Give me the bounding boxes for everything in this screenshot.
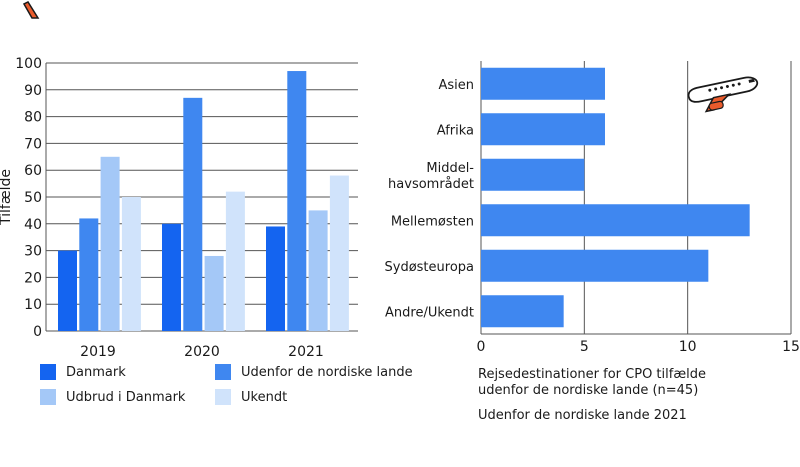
- y-tick-label: 80: [24, 110, 42, 126]
- category-label: Andre/Ukendt: [385, 305, 474, 320]
- hbar-afrika: [481, 113, 605, 146]
- hbar-sydøsteuropa: [481, 249, 709, 282]
- airplane-window: [737, 82, 741, 86]
- legend-swatch: [215, 364, 231, 380]
- airplane-tail: [22, 1, 40, 19]
- x-tick-label: 15: [782, 339, 800, 355]
- airplane-icon: [687, 76, 759, 113]
- airplane-engine: [708, 100, 724, 111]
- hbar-mellemøsten: [481, 204, 750, 237]
- bar-udbrud-i-danmark-2020: [204, 255, 224, 331]
- category-label: Sydøsteuropa: [385, 260, 475, 275]
- bar-danmark-2019: [58, 250, 77, 331]
- hbar-andre-ukendt: [481, 295, 564, 328]
- x-tick-label: 5: [580, 339, 589, 355]
- x-category-label: 2019: [80, 344, 116, 360]
- y-tick-label: 30: [24, 244, 42, 260]
- y-axis-label: Tilfælde: [0, 169, 14, 226]
- y-tick-label: 100: [15, 56, 42, 72]
- hbar-middel-havsområdet: [481, 158, 585, 191]
- right-chart-caption: Rejsedestinationer for CPO tilfælde uden…: [478, 367, 706, 399]
- legend-label: Danmark: [66, 364, 126, 380]
- legend: Danmark Udenfor de nordiske lande Udbrud i…: [40, 364, 420, 414]
- right-chart-subcaption: Udenfor de nordiske lande 2021: [478, 408, 687, 423]
- x-tick-label: 0: [477, 339, 486, 355]
- category-label: Asien: [438, 78, 474, 93]
- y-tick-label: 40: [24, 217, 42, 233]
- bar-udbrud-i-danmark-2019: [100, 156, 120, 331]
- airplane-window: [708, 88, 712, 92]
- legend-swatch: [40, 389, 56, 405]
- airplane-cockpit: [748, 78, 756, 83]
- legend-label: Ukendt: [241, 389, 288, 405]
- legend-swatch: [40, 364, 56, 380]
- bar-ukendt-2021: [329, 175, 349, 331]
- legend-item: Danmark: [40, 364, 126, 380]
- legend-item: Udenfor de nordiske lande: [215, 364, 413, 380]
- bar-udbrud-i-danmark-2021: [308, 210, 328, 331]
- category-label: Mellemøsten: [391, 214, 474, 229]
- x-category-label: 2020: [184, 344, 220, 360]
- y-tick-label: 60: [24, 163, 42, 179]
- y-tick-label: 50: [24, 190, 42, 206]
- airplane-window: [731, 83, 735, 87]
- bar-ukendt-2019: [121, 197, 141, 331]
- airplane-window: [725, 84, 729, 88]
- y-tick-label: 70: [24, 136, 42, 152]
- bar-ukendt-2020: [225, 191, 245, 331]
- bar-udenfor-de-nordiske-lande-2021: [287, 71, 307, 331]
- legend-label: Udbrud i Danmark: [66, 389, 186, 405]
- y-tick-label: 90: [24, 83, 42, 99]
- y-tick-label: 0: [33, 324, 42, 340]
- bar-danmark-2020: [162, 223, 181, 331]
- y-tick-label: 20: [24, 270, 42, 286]
- legend-item: Ukendt: [215, 389, 287, 405]
- category-label: Afrika: [437, 123, 474, 138]
- x-tick-label: 10: [679, 339, 697, 355]
- caption-line-1: Rejsedestinationer for CPO tilfælde: [478, 367, 706, 382]
- category-label: Middel-havsområdet: [388, 161, 474, 192]
- airplane-window: [720, 86, 724, 90]
- legend-swatch: [215, 389, 231, 405]
- bar-udenfor-de-nordiske-lande-2019: [79, 218, 99, 331]
- airplane-window: [714, 87, 718, 91]
- legend-label: Udenfor de nordiske lande: [241, 364, 413, 380]
- legend-item: Udbrud i Danmark: [40, 389, 185, 405]
- hbar-asien: [481, 67, 605, 100]
- caption-line-2: udenfor de nordiske lande (n=45): [478, 383, 699, 398]
- bar-udenfor-de-nordiske-lande-2020: [183, 97, 203, 331]
- bar-danmark-2021: [266, 226, 285, 331]
- x-category-label: 2021: [288, 344, 324, 360]
- y-tick-label: 10: [24, 297, 42, 313]
